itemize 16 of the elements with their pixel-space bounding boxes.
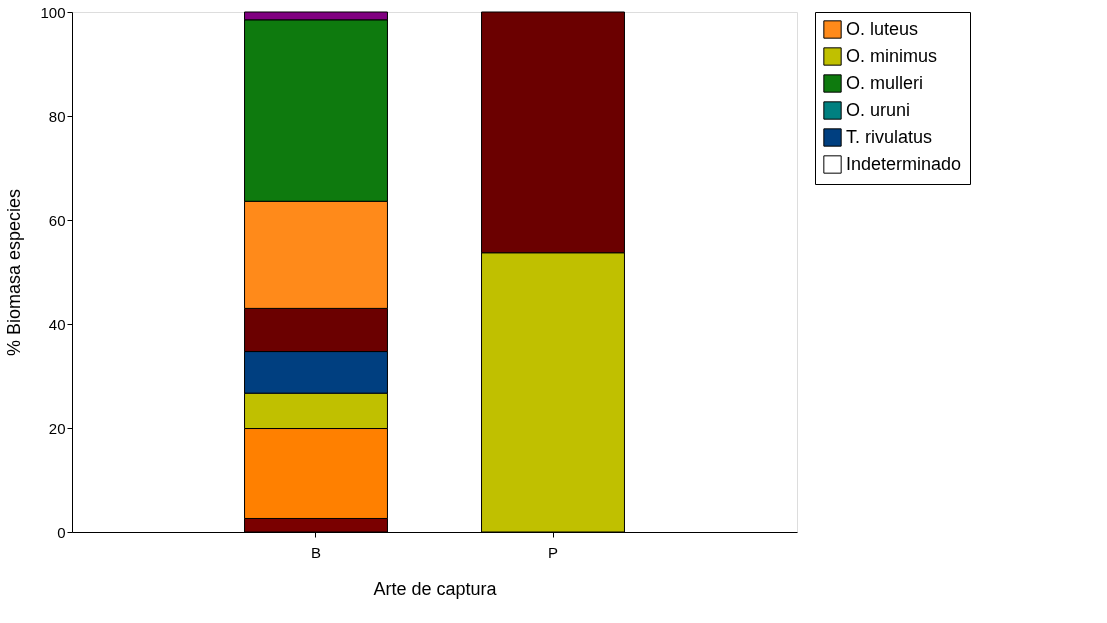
x-tick-label: P (547, 543, 559, 561)
x-tick-label: B (310, 543, 322, 561)
y-tick-label: 40 (48, 315, 66, 333)
y-tick-label: 100 (40, 3, 66, 21)
y-tick-label: 60 (48, 211, 66, 229)
legend-label: O. uruni (846, 99, 911, 120)
legend-label: O. luteus (846, 18, 919, 39)
y-tick-label: 80 (48, 107, 66, 125)
y-tick-label: 20 (48, 419, 66, 437)
y-tick-label: 0 (57, 523, 66, 541)
legend-label: O. minimus (846, 45, 938, 66)
x-axis-title: Arte de captura (373, 578, 498, 599)
legend-label: T. rivulatus (846, 126, 933, 147)
legend-label: O. mulleri (846, 72, 924, 93)
legend-label: Indeterminado (846, 153, 962, 174)
y-axis-title: % Biomasa especies (4, 188, 25, 357)
